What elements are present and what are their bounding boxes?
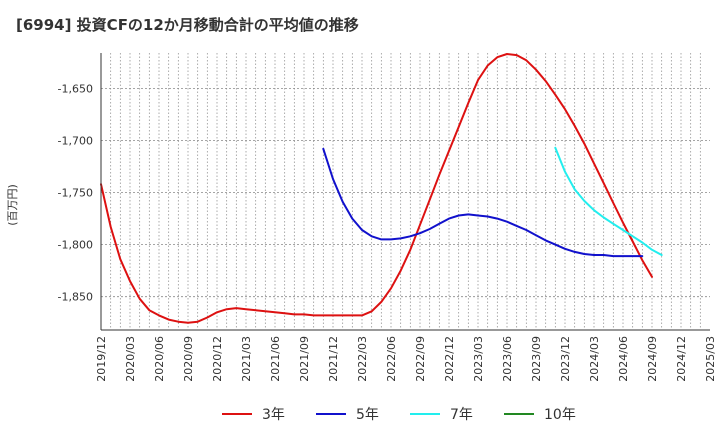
series-line-2 xyxy=(322,147,644,258)
series-line-1 xyxy=(100,53,653,324)
y-tick-label: -1,750 xyxy=(58,187,93,200)
x-tick-label: 2020/06 xyxy=(153,336,166,382)
x-tick-label: 2020/09 xyxy=(182,336,195,382)
legend-label: 7年 xyxy=(450,407,473,423)
series-line-3 xyxy=(554,146,663,256)
grid-lines xyxy=(101,53,710,330)
x-tick-label: 2024/12 xyxy=(675,336,688,382)
x-tick-label: 2021/06 xyxy=(269,336,282,382)
x-tick-label: 2024/09 xyxy=(646,336,659,382)
legend-label: 3年 xyxy=(262,407,285,423)
axes xyxy=(100,53,710,331)
legend-label: 10年 xyxy=(544,407,576,423)
x-tick-label: 2023/12 xyxy=(559,336,572,382)
y-tick-label: -1,700 xyxy=(58,134,93,147)
x-tick-label: 2022/03 xyxy=(356,336,369,382)
legend-item: 5年 xyxy=(316,407,379,423)
x-tick-label: 2023/03 xyxy=(472,336,485,382)
x-tick-label: 2022/12 xyxy=(443,336,456,382)
x-tick-label: 2024/06 xyxy=(617,336,630,382)
x-tick-label: 2021/09 xyxy=(298,336,311,382)
legend-item: 3年 xyxy=(222,407,285,423)
series-lines xyxy=(100,53,663,324)
legend-item: 10年 xyxy=(504,407,576,423)
x-tick-label: 2022/06 xyxy=(385,336,398,382)
x-tick-label: 2020/03 xyxy=(124,336,137,382)
chart-title: [6994] 投資CFの12か月移動合計の平均値の推移 xyxy=(16,16,359,34)
x-tick-labels: 2019/12 2020/03 2020/06 2020/09 2020/12 2021/… xyxy=(95,336,717,382)
y-axis-label: (百万円) xyxy=(6,184,19,226)
x-tick-label: 2023/06 xyxy=(501,336,514,382)
plot-area xyxy=(101,53,710,330)
y-tick-label: -1,850 xyxy=(58,291,93,304)
plot-background xyxy=(101,53,710,330)
y-tick-label: -1,800 xyxy=(58,239,93,252)
x-tick-label: 2019/12 xyxy=(95,336,108,382)
x-tick-label: 2021/12 xyxy=(327,336,340,382)
x-tick-label: 2021/03 xyxy=(240,336,253,382)
legend: 3年 5年 7年 10年 xyxy=(222,407,576,423)
x-tick-label: 2020/12 xyxy=(211,336,224,382)
legend-item: 7年 xyxy=(410,407,473,423)
x-tick-label: 2025/03 xyxy=(704,336,717,382)
x-tick-label: 2023/09 xyxy=(530,336,543,382)
y-tick-labels: -1,650 -1,700 -1,750 -1,800 -1,850 xyxy=(58,82,93,303)
x-tick-label: 2022/09 xyxy=(414,336,427,382)
y-tick-label: -1,650 xyxy=(58,82,93,95)
x-tick-label: 2024/03 xyxy=(588,336,601,382)
legend-label: 5年 xyxy=(356,407,379,423)
